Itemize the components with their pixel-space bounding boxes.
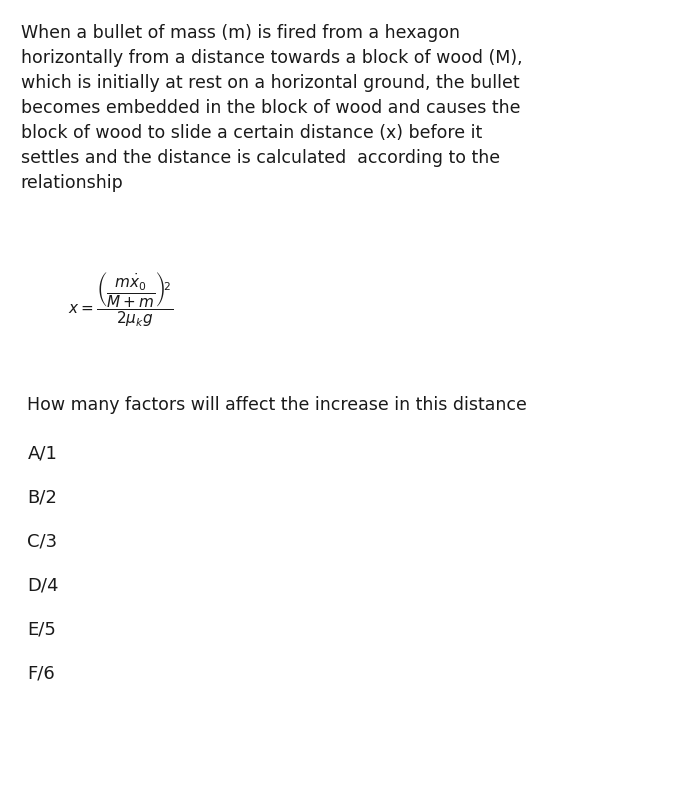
Text: D/4: D/4 xyxy=(27,576,59,594)
Text: E/5: E/5 xyxy=(27,620,56,638)
Text: $x = \dfrac{\left(\dfrac{m\dot{x}_0}{M+m}\right)^{\!2}}{2\mu_k g}$: $x = \dfrac{\left(\dfrac{m\dot{x}_0}{M+m… xyxy=(68,270,174,330)
Text: When a bullet of mass (m) is fired from a hexagon
horizontally from a distance t: When a bullet of mass (m) is fired from … xyxy=(21,24,522,192)
Text: B/2: B/2 xyxy=(27,488,57,506)
Text: C/3: C/3 xyxy=(27,532,57,550)
Text: F/6: F/6 xyxy=(27,664,55,682)
Text: A/1: A/1 xyxy=(27,444,57,462)
Text: How many factors will affect the increase in this distance: How many factors will affect the increas… xyxy=(27,396,527,414)
